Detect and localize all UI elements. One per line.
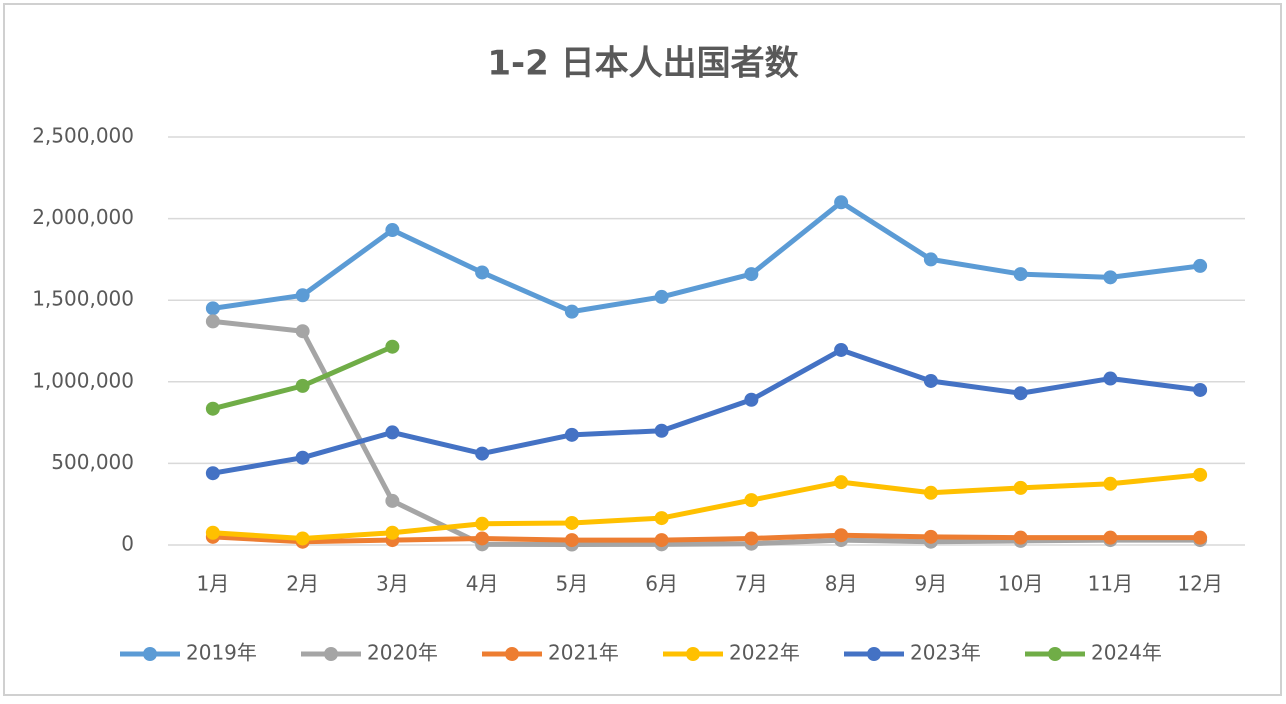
y-tick-label: 2,000,000 <box>32 205 134 229</box>
data-point <box>1193 382 1208 397</box>
x-tick-label: 2月 <box>286 572 319 596</box>
data-point <box>1013 267 1028 282</box>
data-point <box>295 324 310 339</box>
series-line <box>212 532 1201 545</box>
data-point <box>834 475 849 490</box>
legend-marker <box>324 647 338 661</box>
chart-frame <box>3 3 1282 696</box>
data-point <box>654 533 669 548</box>
x-tick-label: 8月 <box>825 572 858 596</box>
data-point <box>205 301 220 316</box>
y-tick-label: 500,000 <box>51 450 134 474</box>
data-point <box>475 531 490 546</box>
series-line <box>212 199 1201 315</box>
data-point <box>923 373 938 388</box>
data-point <box>564 515 579 530</box>
data-point <box>1193 258 1208 273</box>
data-point <box>923 485 938 500</box>
y-tick-label: 1,000,000 <box>32 368 134 392</box>
x-tick-label: 6月 <box>645 572 678 596</box>
data-point <box>205 466 220 481</box>
data-point <box>923 529 938 544</box>
data-point <box>1193 530 1208 545</box>
data-point <box>295 288 310 303</box>
data-point <box>564 427 579 442</box>
data-point <box>654 289 669 304</box>
data-point <box>1103 270 1118 285</box>
data-point <box>834 195 849 210</box>
x-tick-label: 10月 <box>998 572 1043 596</box>
legend-label: 2023年 <box>910 641 981 665</box>
legend-label: 2019年 <box>186 641 257 665</box>
data-point <box>923 252 938 267</box>
legend-label: 2024年 <box>1091 641 1162 665</box>
legend-marker <box>143 647 157 661</box>
legend-marker <box>1048 647 1062 661</box>
data-point <box>295 450 310 465</box>
x-tick-label: 7月 <box>735 572 768 596</box>
x-tick-label: 3月 <box>376 572 409 596</box>
x-tick-label: 4月 <box>466 572 499 596</box>
data-point <box>475 446 490 461</box>
data-point <box>744 392 759 407</box>
x-tick-label: 9月 <box>915 572 948 596</box>
data-point <box>1013 386 1028 401</box>
data-point <box>564 533 579 548</box>
data-point <box>385 493 400 508</box>
legend-label: 2020年 <box>367 641 438 665</box>
y-tick-label: 0 <box>121 532 134 556</box>
series-line <box>212 347 1201 476</box>
data-point <box>295 531 310 546</box>
x-tick-label: 12月 <box>1177 572 1222 596</box>
data-point <box>744 531 759 546</box>
data-point <box>834 528 849 543</box>
data-point <box>385 425 400 440</box>
data-point <box>1103 371 1118 386</box>
y-tick-label: 2,500,000 <box>32 124 134 148</box>
series-line <box>212 472 1201 541</box>
data-point <box>564 304 579 319</box>
data-point <box>1193 467 1208 482</box>
x-tick-label: 1月 <box>197 572 230 596</box>
legend-marker <box>505 647 519 661</box>
data-point <box>1013 530 1028 545</box>
data-point <box>744 493 759 508</box>
chart-title: 1-2 日本人出国者数 <box>487 44 798 84</box>
data-point <box>385 223 400 238</box>
data-point <box>385 339 400 354</box>
data-point <box>475 265 490 280</box>
legend-label: 2021年 <box>548 641 619 665</box>
data-point <box>475 516 490 531</box>
data-point <box>385 525 400 540</box>
data-point <box>744 267 759 282</box>
data-point <box>654 423 669 438</box>
series-line <box>212 318 1201 548</box>
x-tick-label: 5月 <box>556 572 589 596</box>
data-point <box>295 378 310 393</box>
data-point <box>205 401 220 416</box>
data-point <box>834 342 849 357</box>
data-point <box>654 511 669 526</box>
legend-marker <box>867 647 881 661</box>
y-tick-label: 1,500,000 <box>32 287 134 311</box>
data-point <box>205 314 220 329</box>
data-point <box>205 525 220 540</box>
legend-label: 2022年 <box>729 641 800 665</box>
legend-marker <box>686 647 700 661</box>
data-point <box>1013 480 1028 495</box>
x-tick-label: 11月 <box>1088 572 1133 596</box>
data-point <box>1103 530 1118 545</box>
data-point <box>1103 476 1118 491</box>
